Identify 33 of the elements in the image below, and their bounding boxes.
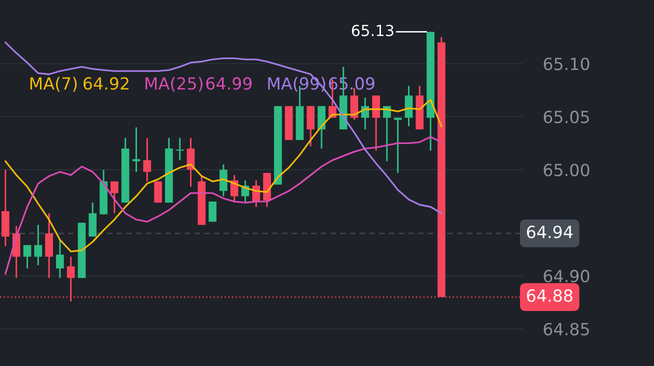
candlestick xyxy=(132,126,140,173)
y-tick-label: 64.90 xyxy=(544,270,590,282)
text: MA(25) xyxy=(146,76,202,92)
line-series xyxy=(4,136,442,275)
candlestick xyxy=(318,105,326,150)
text: MA(7) xyxy=(30,76,77,92)
candlestick xyxy=(306,105,315,148)
candlestick xyxy=(88,202,97,238)
candlestick xyxy=(56,238,64,279)
line-series xyxy=(4,42,442,214)
candlestick xyxy=(361,96,370,130)
candlestick xyxy=(23,244,32,270)
y-tick-label: 65.00 xyxy=(544,164,590,176)
candlestick xyxy=(45,212,53,279)
annotation: 65.13 xyxy=(352,24,394,36)
candlestick xyxy=(383,105,391,162)
candlestick xyxy=(110,180,118,214)
candlestick xyxy=(143,137,152,182)
y-tick-label: 65.10 xyxy=(544,58,590,70)
candlestick xyxy=(176,137,184,161)
candlestick xyxy=(372,94,380,152)
candlestick xyxy=(34,224,42,266)
ref-line-label: 64.88 xyxy=(526,289,572,302)
annotation: 64.92 xyxy=(84,77,128,90)
candlestick xyxy=(220,164,228,198)
candlestick xyxy=(66,256,75,302)
candlestick xyxy=(230,174,238,202)
ref-line-label: 64.94 xyxy=(526,226,573,238)
y-tick-label: 65.05 xyxy=(544,110,589,124)
candlestick xyxy=(394,116,402,174)
candlestick xyxy=(208,200,216,222)
annotation: 64.99 xyxy=(206,77,252,90)
y-tick-label: 64.85 xyxy=(544,322,589,336)
